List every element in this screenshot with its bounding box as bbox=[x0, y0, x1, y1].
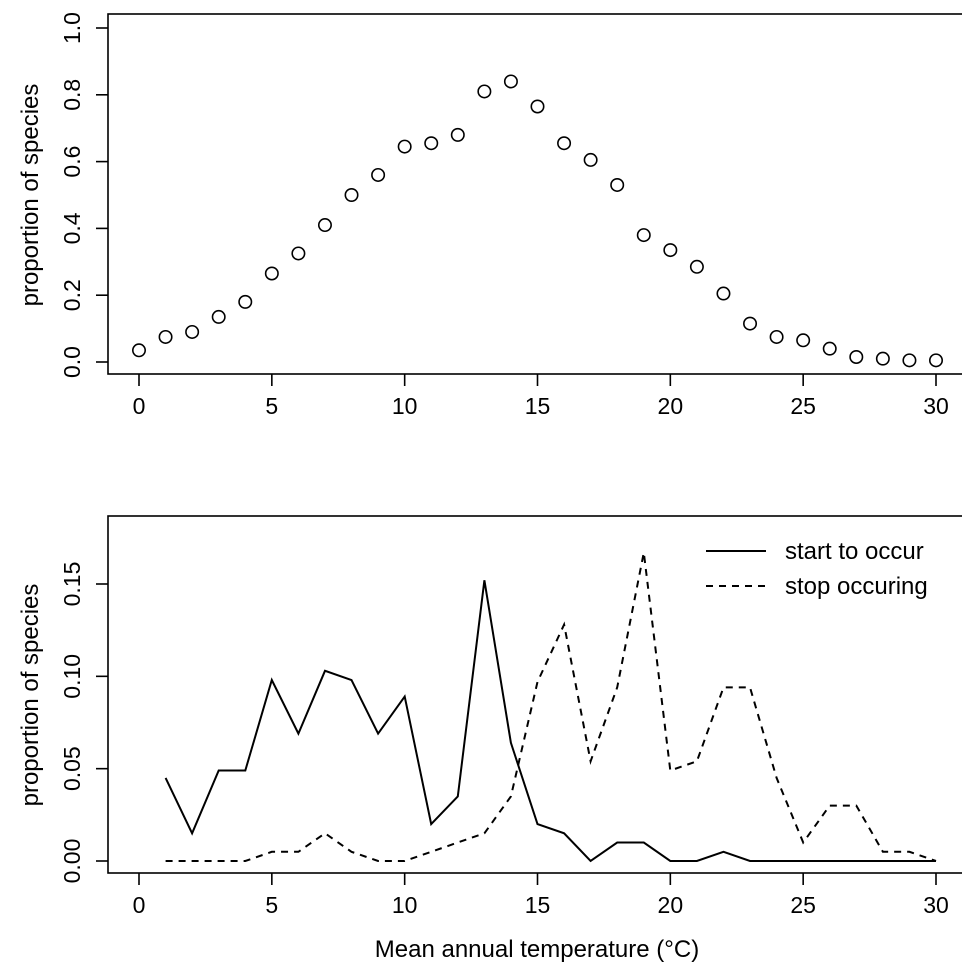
bottom-x-tick-label: 10 bbox=[392, 892, 418, 918]
top-y-tick-label: 0.4 bbox=[59, 212, 85, 244]
data-point bbox=[928, 353, 943, 368]
data-point bbox=[849, 349, 864, 364]
bottom-x-tick-label: 5 bbox=[265, 892, 278, 918]
data-point bbox=[185, 324, 200, 339]
bottom-x-tick-label: 30 bbox=[923, 892, 949, 918]
data-point bbox=[158, 329, 173, 344]
data-point bbox=[264, 266, 279, 281]
bottom-x-tick-label: 0 bbox=[133, 892, 146, 918]
bottom-x-tick-label: 25 bbox=[790, 892, 816, 918]
top-x-tick-label: 10 bbox=[392, 393, 418, 419]
bottom-y-tick-label: 0.15 bbox=[59, 562, 85, 607]
data-point bbox=[902, 353, 917, 368]
data-point bbox=[530, 99, 545, 114]
legend-label: stop occuring bbox=[785, 573, 928, 600]
top-x-tick-label: 30 bbox=[923, 393, 949, 419]
data-point bbox=[610, 177, 625, 192]
data-point bbox=[477, 84, 492, 99]
data-point bbox=[636, 228, 651, 243]
data-point bbox=[424, 136, 439, 151]
bottom-y-axis-title: proportion of species bbox=[17, 584, 44, 807]
data-point bbox=[583, 152, 598, 167]
data-point bbox=[371, 167, 386, 182]
data-point bbox=[397, 139, 412, 154]
data-point bbox=[344, 188, 359, 203]
bottom-y-tick-label: 0.10 bbox=[59, 654, 85, 699]
series-line-stop-occuring bbox=[165, 552, 937, 862]
top-y-tick-label: 1.0 bbox=[59, 12, 85, 44]
top-y-tick-label: 0.6 bbox=[59, 146, 85, 178]
series-line-start-to-occur bbox=[164, 580, 936, 863]
bottom-plot-frame bbox=[107, 515, 962, 874]
data-point bbox=[822, 341, 837, 356]
data-point bbox=[211, 309, 226, 324]
top-x-tick-label: 20 bbox=[658, 393, 684, 419]
top-x-tick-label: 25 bbox=[790, 393, 816, 419]
data-point bbox=[557, 136, 572, 151]
data-point bbox=[769, 329, 784, 344]
bottom-panel: 0 5 10 15 20 25 30 0.00 0.05 0.10 0.15 proportion o… bbox=[17, 515, 962, 963]
data-point bbox=[663, 243, 678, 258]
data-point bbox=[503, 74, 518, 89]
top-x-tick-label: 5 bbox=[265, 393, 278, 419]
top-plot-frame bbox=[107, 13, 962, 375]
top-y-axis-title: proportion of species bbox=[17, 84, 44, 307]
bottom-x-tick-label: 20 bbox=[658, 892, 684, 918]
data-point bbox=[689, 259, 704, 274]
top-y-tick-label: 0.2 bbox=[59, 279, 85, 311]
data-point bbox=[743, 316, 758, 331]
data-point bbox=[796, 333, 811, 348]
data-point bbox=[291, 246, 306, 261]
data-point bbox=[450, 127, 465, 142]
top-x-tick-label: 15 bbox=[525, 393, 551, 419]
legend-label: start to occur bbox=[785, 538, 924, 565]
bottom-y-tick-label: 0.00 bbox=[59, 839, 85, 884]
top-y-tick-label: 0.8 bbox=[59, 79, 85, 111]
data-point bbox=[238, 294, 253, 309]
x-axis-title: Mean annual temperature (°C) bbox=[375, 936, 699, 963]
data-point bbox=[132, 343, 147, 358]
top-x-tick-label: 0 bbox=[133, 393, 146, 419]
data-point bbox=[875, 351, 890, 366]
bottom-x-tick-label: 15 bbox=[525, 892, 551, 918]
data-point bbox=[317, 218, 332, 233]
top-panel: 0 5 10 15 20 25 30 0.0 0.2 0.4 0.6 0.8 1.0 proportion… bbox=[17, 12, 962, 419]
bottom-y-tick-label: 0.05 bbox=[59, 746, 85, 791]
data-point bbox=[716, 286, 731, 301]
top-y-tick-label: 0.0 bbox=[59, 346, 85, 378]
